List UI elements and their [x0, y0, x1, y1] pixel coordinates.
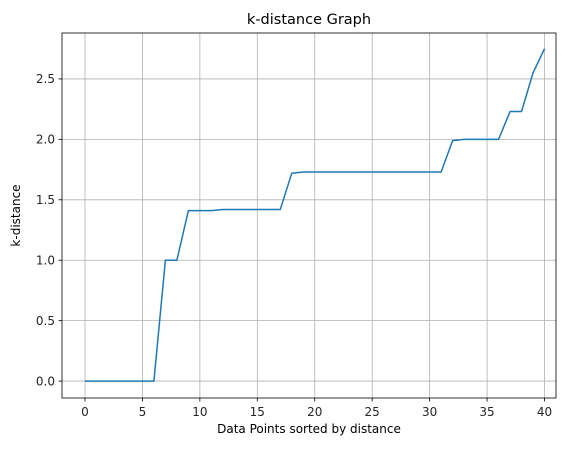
x-tick-label: 20: [307, 405, 322, 419]
y-axis-label: k-distance: [9, 184, 23, 246]
y-tick-label: 2.5: [36, 72, 55, 86]
x-tick-label: 10: [192, 405, 207, 419]
series-line: [84, 48, 546, 382]
x-tick-label: 35: [479, 405, 494, 419]
y-tick-label: 1.5: [36, 193, 55, 207]
y-tick-label: 1.0: [36, 254, 55, 268]
x-tick-label: 40: [537, 405, 552, 419]
plot-frame: [61, 32, 557, 399]
series-layer: [84, 48, 546, 382]
x-tick-label: 5: [139, 405, 147, 419]
y-tick-label: 0.0: [36, 374, 55, 388]
x-tick-label: 0: [81, 405, 89, 419]
x-axis-label: Data Points sorted by distance: [217, 422, 401, 436]
x-tick-label: 25: [365, 405, 380, 419]
x-tick-label: 15: [250, 405, 265, 419]
y-tick-label: 0.5: [36, 314, 55, 328]
chart-title: k-distance Graph: [247, 12, 371, 28]
x-tick-label: 30: [422, 405, 437, 419]
grid-lines: [62, 33, 556, 398]
y-tick-label: 2.0: [36, 133, 55, 147]
tick-layer: 0 5 10 15 20 25 30 35 40 0.0 0.5 1.0 1.5 2.0 2.5: [36, 72, 552, 419]
